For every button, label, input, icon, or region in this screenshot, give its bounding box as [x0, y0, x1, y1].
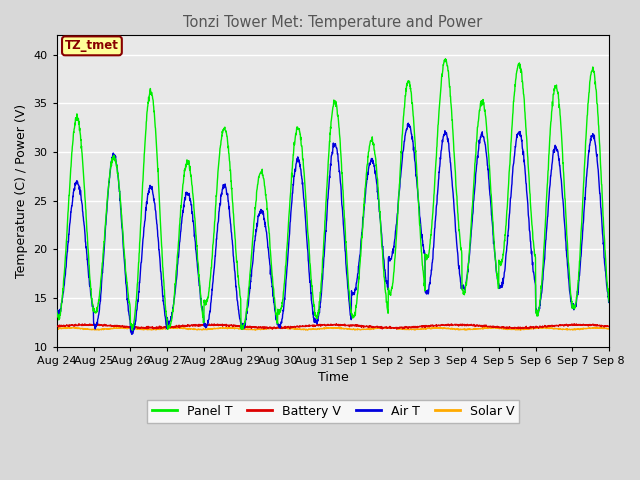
Solar V [605, 326, 613, 332]
Solar V [252, 327, 259, 333]
Battery V [557, 323, 564, 328]
Air T [557, 174, 564, 180]
Panel T [557, 121, 564, 127]
Air T [361, 195, 369, 201]
Line: Solar V: Solar V [57, 327, 609, 330]
Air T [572, 301, 580, 307]
Air T [207, 300, 215, 305]
Solar V [207, 326, 214, 332]
Solar V [494, 325, 502, 331]
Panel T [572, 299, 580, 305]
Panel T [53, 307, 61, 313]
Y-axis label: Temperature (C) / Power (V): Temperature (C) / Power (V) [15, 104, 28, 278]
Panel T [494, 281, 502, 287]
Solar V [362, 326, 369, 332]
Legend: Panel T, Battery V, Air T, Solar V: Panel T, Battery V, Air T, Solar V [147, 400, 520, 423]
Battery V [362, 324, 369, 330]
Battery V [605, 324, 613, 330]
Panel T [361, 185, 369, 191]
Battery V [75, 321, 83, 326]
Battery V [207, 322, 215, 328]
Solar V [226, 324, 234, 330]
Text: TZ_tmet: TZ_tmet [65, 39, 119, 52]
Panel T [207, 267, 215, 273]
Solar V [349, 326, 357, 332]
Solar V [572, 326, 580, 332]
Solar V [53, 326, 61, 332]
Solar V [557, 326, 564, 332]
Battery V [269, 326, 276, 332]
Line: Panel T: Panel T [57, 59, 609, 330]
Panel T [129, 327, 136, 333]
Air T [53, 307, 61, 313]
Air T [404, 120, 412, 126]
X-axis label: Time: Time [317, 372, 348, 384]
Battery V [53, 324, 61, 329]
Panel T [349, 314, 357, 320]
Line: Battery V: Battery V [57, 324, 609, 329]
Air T [128, 331, 136, 337]
Air T [349, 290, 357, 296]
Air T [605, 299, 613, 304]
Title: Tonzi Tower Met: Temperature and Power: Tonzi Tower Met: Temperature and Power [183, 15, 483, 30]
Panel T [605, 299, 613, 305]
Battery V [349, 323, 357, 328]
Battery V [572, 322, 580, 328]
Panel T [442, 56, 449, 62]
Battery V [494, 325, 502, 331]
Air T [494, 278, 502, 284]
Line: Air T: Air T [57, 123, 609, 334]
